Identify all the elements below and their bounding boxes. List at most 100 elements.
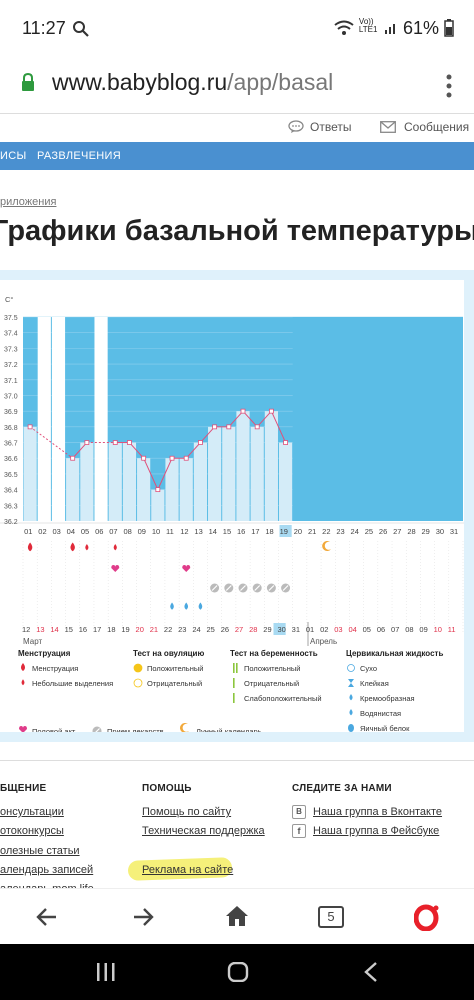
cycle-day-label: 13 [194,527,202,536]
legend-pill-icon [92,726,102,732]
calendar-date-label: 02 [320,625,328,634]
legend-extra-label: Половой акт [32,727,76,732]
y-tick-label: 37.0 [4,393,18,400]
y-tick-label: 36.7 [4,441,18,448]
cycle-day-label: 04 [67,527,75,536]
cycle-day-label: 22 [322,527,330,536]
legend-sticky-icon [348,679,354,687]
temperature-line [29,426,73,459]
footer-link[interactable]: Наша группа в Вконтакте [313,806,443,818]
legend-item-label: Отрицательный [244,679,299,688]
basal-temperature-chart: 37.5 37.4 37.3 37.2 37.1 37.0 36.9 36.8 36.7 36.6… [0,295,464,732]
home-circle-icon[interactable] [227,962,249,982]
more-menu-icon[interactable] [446,74,452,98]
tabs-button[interactable]: 5 [318,906,344,928]
y-tick-label: 37.5 [4,315,18,322]
temperature-point [127,440,132,445]
home-icon[interactable] [225,905,249,927]
legend-pill-icon-stripe [95,728,100,732]
footer-link[interactable]: олезные статьи [0,845,80,857]
y-tick-label: 36.2 [4,519,18,526]
legend-extra-label: Прием лекарств [107,727,164,732]
legend-ovulation-icon [133,663,143,673]
legend-item-label: Кремообразная [360,694,415,703]
main-nav: ИСЫ РАЗВЛЕЧЕНИЯ [0,142,474,170]
temperature-line [228,410,244,428]
temperature-line [242,410,258,428]
calendar-date-label: 31 [292,625,300,634]
calendar-date-label: 27 [235,625,243,634]
calendar-date-label: 25 [207,625,215,634]
calendar-date-label: 14 [50,625,58,634]
legend-fluid-icon [349,694,353,701]
y-tick-label: 37.1 [4,378,18,385]
legend-group-title: Тест на овуляцию [133,649,204,658]
lunar-moon-icon [322,541,332,551]
temperature-point [212,424,218,430]
temperature-point [183,455,189,461]
footer-link[interactable]: Техническая поддержка [142,825,265,837]
legend-fluid-icon [349,709,353,716]
address-bar[interactable]: www.babyblog.ru/app/basal [0,58,474,114]
temperature-point [283,440,288,445]
legend-drop-icon [21,679,25,686]
y-tick-label: 36.6 [4,456,18,463]
temperature-bar [80,442,94,521]
y-tick-label: 36.8 [4,425,18,432]
battery-icon [444,19,454,37]
temperature-point [70,455,76,461]
site-footer: БЩЕНИЕ ПОМОЩЬ СЛЕДИТЕ ЗА НАМИ онсультаци… [0,760,474,889]
legend-item-label: Менструация [32,664,78,673]
cycle-day-label: 09 [138,527,146,536]
future-area [292,317,463,521]
nav-item-entertainment[interactable]: РАЗВЛЕЧЕНИЯ [37,150,121,162]
temperature-line [185,442,201,459]
page-title: Графики базальной температуры [0,215,474,247]
temperature-bar [250,426,264,521]
messages-link[interactable]: Сообщения [404,120,470,134]
temperature-bar [278,442,293,521]
footer-link[interactable]: Помощь по сайту [142,806,232,818]
footer-link[interactable]: алендарь записей [0,864,94,876]
url-path: /app/basal [227,69,334,95]
wifi-icon [334,20,354,35]
y-tick-label: 36.5 [4,472,18,479]
y-tick-label: 36.3 [4,503,18,510]
legend-item-label: Слабоположительный [244,694,322,703]
recent-apps-icon[interactable] [96,963,116,981]
legend-group-title: Менструация [18,649,71,658]
envelope-icon [380,121,396,133]
footer-link[interactable]: алендарь mom life [0,883,94,889]
nav-item-services[interactable]: ИСЫ [0,150,27,162]
system-back-icon[interactable] [364,962,378,982]
menstruation-drop-icon [70,542,75,552]
legend-item-label: Небольшие выделения [32,679,113,688]
footer-link[interactable]: отоконкурсы [0,825,64,837]
calendar-date-label: 05 [363,625,371,634]
legend-item-label: Яичный белок [360,724,410,732]
footer-col2-title: ПОМОЩЬ [142,783,192,794]
y-tick-label: 37.2 [4,362,18,369]
legend-heart-icon [19,726,27,732]
chart-panel: 37.5 37.4 37.3 37.2 37.1 37.0 36.9 36.8 36.7 36.6… [0,280,464,732]
breadcrumb[interactable]: риложения [0,196,57,208]
footer-col1-title: БЩЕНИЕ [0,783,47,794]
back-arrow-icon[interactable] [36,907,58,927]
opera-menu-icon[interactable] [414,903,440,931]
watery-fluid-icon [184,602,189,610]
cycle-day-label: 07 [109,527,117,536]
temperature-bar [66,458,80,521]
url-text[interactable]: www.babyblog.ru/app/basal [52,69,333,96]
forward-arrow-icon[interactable] [132,907,154,927]
footer-link[interactable]: онсультации [0,806,64,818]
temperature-line [72,442,88,459]
calendar-date-label: 29 [263,625,271,634]
temperature-point [112,440,118,445]
calendar-date-label: 18 [107,625,115,634]
footer-link[interactable]: Наша группа в Фейсбуке [313,825,440,837]
footer-link[interactable]: Реклама на сайте [142,864,234,876]
temperature-point [198,440,203,445]
cycle-day-label: 03 [52,527,60,536]
answers-link[interactable]: Ответы [310,120,352,134]
calendar-date-label: 20 [136,625,144,634]
